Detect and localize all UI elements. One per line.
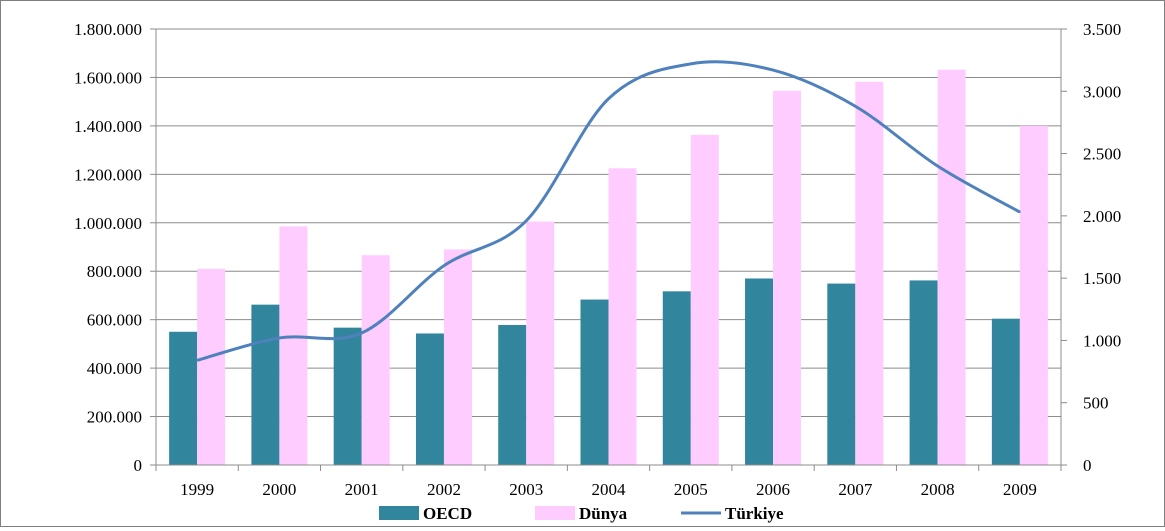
x-tick-label: 2000 [262,480,296,499]
left-tick-label: 200.000 [87,408,142,427]
bar-oecd-2006 [745,278,774,465]
bar-d-nya-2003 [526,221,555,465]
legend-label: OECD [423,504,472,523]
bar-oecd-2008 [909,280,938,465]
x-tick-label: 2009 [1003,480,1037,499]
turkiye-line-group [196,60,1021,362]
point-2007 [854,105,857,108]
right-tick-label: 2.500 [1083,145,1121,164]
legend: OECD Dünya Türkiye [379,504,784,523]
left-tick-label: 1.000.000 [74,214,142,233]
left-tick-label: 800.000 [87,262,142,281]
bar-oecd-1999 [169,331,198,465]
left-tick-label: 1.600.000 [74,68,142,87]
right-tick-label: 0 [1083,456,1092,475]
left-tick-label: 400.000 [87,359,142,378]
legend-swatch-d-nya [535,506,575,520]
point-2004 [607,97,610,100]
x-tick-label: 2001 [345,480,379,499]
bar-d-nya-1999 [197,268,226,465]
bar-oecd-2002 [415,333,444,465]
x-tick-label: 2002 [427,480,461,499]
bar-d-nya-2007 [855,81,884,465]
left-tick-label: 1.800.000 [74,20,142,39]
bar-d-nya-2001 [361,255,390,465]
point-2008 [936,165,939,167]
right-tick-label: 3.500 [1083,20,1121,39]
x-tick-label: 1999 [180,480,214,499]
bar-oecd-2009 [991,318,1020,465]
bar-d-nya-2004 [608,168,637,465]
left-tick-label: 0 [134,456,143,475]
legend-label: Türkiye [725,504,784,523]
bar-oecd-2001 [333,327,362,465]
bar-d-nya-2008 [937,69,966,466]
left-tick-label: 1.400.000 [74,117,142,136]
x-tick-label: 2007 [838,480,873,499]
bar-oecd-2000 [251,304,280,465]
bar-oecd-2007 [827,283,856,465]
legend-label: Dünya [579,504,628,523]
bar-d-nya-2005 [690,134,719,465]
bar-oecd-2004 [580,299,609,465]
axes [150,28,1067,471]
point-1999 [196,359,198,362]
x-tick-label: 2005 [674,480,708,499]
bar-d-nya-2006 [773,90,802,466]
right-tick-label: 2.000 [1083,207,1121,226]
left-axis-tick-labels: 0 200.000 400.000 600.000 800.000 1.000.000 1.… [74,20,142,475]
x-tick-label: 2006 [756,480,790,499]
right-tick-label: 3.000 [1083,82,1121,101]
point-2000 [278,337,281,339]
point-2009 [1019,211,1021,213]
x-tick-label: 2004 [592,480,627,499]
bars [169,69,1048,466]
legend-swatch-oecd [379,506,419,520]
right-tick-label: 1.000 [1083,331,1121,350]
point-2005 [689,63,692,65]
bar-oecd-2003 [498,324,527,465]
left-tick-label: 600.000 [87,311,142,330]
x-tick-label: 2008 [921,480,955,499]
bar-d-nya-2009 [1019,125,1048,465]
point-2006 [772,69,774,71]
left-tick-label: 1.200.000 [74,165,142,184]
bar-d-nya-2000 [279,226,308,465]
series-line-t-rkiye [196,60,1021,362]
point-2003 [525,220,528,222]
x-axis-tick-labels: 1999 2000 2001 2002 2003 2004 2005 2006 2007 2008… [180,480,1037,499]
bar-d-nya-2002 [443,249,472,465]
right-axis-tick-labels: 0 500 1.000 1.500 2.000 2.500 3.000 3.500 [1083,20,1121,475]
point-2001 [360,332,363,334]
right-tick-label: 1.500 [1083,269,1121,288]
point-2002 [443,264,445,267]
bar-oecd-2005 [662,291,691,465]
x-tick-label: 2003 [509,480,543,499]
right-tick-label: 500 [1083,394,1109,413]
